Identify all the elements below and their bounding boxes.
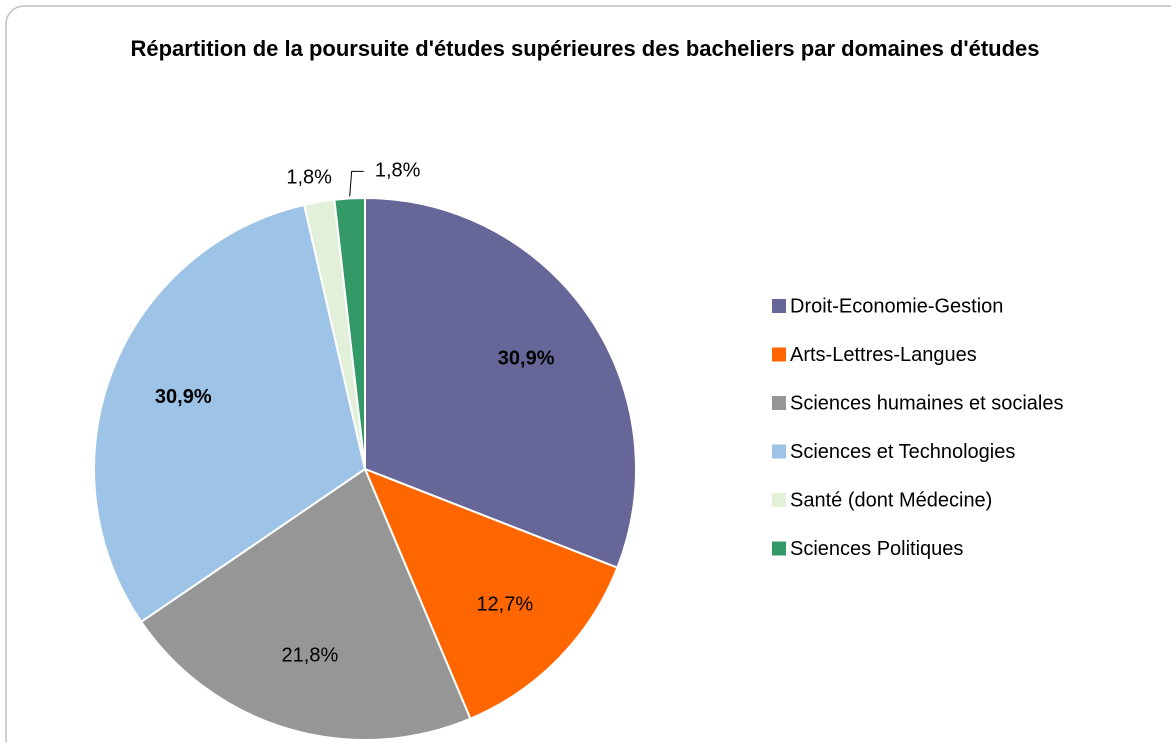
data-label: 30,9% [498, 347, 555, 369]
data-label: 30,9% [155, 386, 212, 408]
legend-label: Santé (dont Médecine) [790, 489, 992, 511]
data-label: 1,8% [375, 160, 421, 182]
legend-label: Sciences Politiques [790, 538, 963, 560]
legend-swatch [772, 299, 786, 313]
chart-title: Répartition de la poursuite d'études sup… [130, 36, 1039, 61]
data-label: 21,8% [282, 644, 339, 666]
pie-slice [364, 196, 637, 569]
legend-swatch [772, 347, 786, 362]
legend-swatch [772, 396, 786, 410]
pie-slice [333, 196, 366, 470]
pie-slice [363, 467, 619, 720]
legend-swatch [772, 444, 786, 459]
pie-slice [93, 203, 367, 624]
legend-swatch [772, 541, 786, 556]
chart-title-text: Répartition de la poursuite d'études sup… [130, 36, 1039, 61]
legend-label: Sciences et Technologies [790, 441, 1015, 463]
leader-line [349, 170, 364, 197]
data-label: 1,8% [286, 167, 332, 189]
legend-label: Arts-Lettres-Langues [790, 344, 977, 366]
legend-swatch [772, 493, 786, 507]
legend-label: Sciences humaines et sociales [790, 392, 1063, 414]
data-label: 12,7% [476, 593, 533, 615]
legend-label: Droit-Economie-Gestion [790, 295, 1003, 317]
pie-slice [139, 467, 472, 741]
